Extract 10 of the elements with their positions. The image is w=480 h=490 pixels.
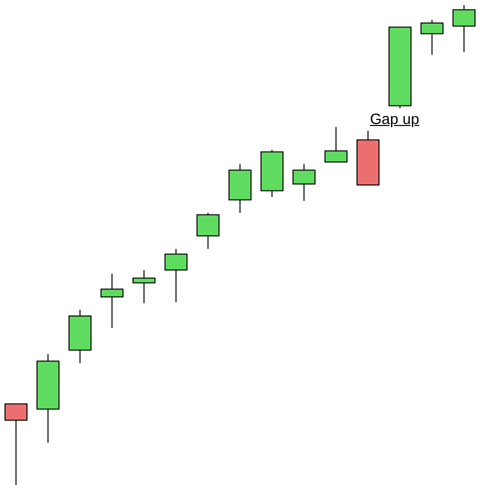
candlestick xyxy=(100,273,124,329)
annotation: Gap up xyxy=(370,111,420,128)
candlestick xyxy=(4,403,28,486)
candlestick xyxy=(452,4,476,53)
candlestick xyxy=(324,126,348,162)
candlestick xyxy=(292,163,316,202)
candlestick xyxy=(132,269,156,304)
candlestick xyxy=(164,248,188,303)
candlestick xyxy=(196,212,220,250)
candlestick xyxy=(420,19,444,56)
